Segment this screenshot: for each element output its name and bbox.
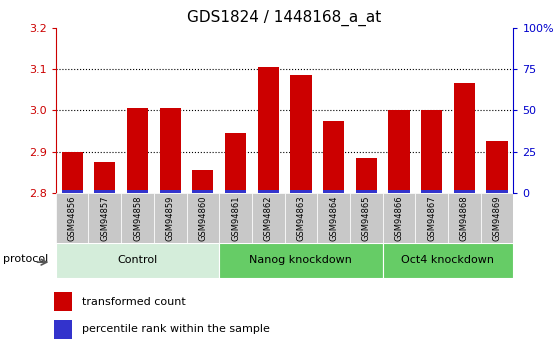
Bar (127, 108, 148, 190)
Bar (160, 190, 181, 193)
Text: GSM94863: GSM94863 (296, 196, 305, 241)
Bar (127, 190, 148, 193)
Bar (55, 320, 72, 339)
Bar (94, 162, 116, 190)
Bar (448, 193, 480, 243)
Text: GSM94856: GSM94856 (68, 196, 76, 241)
Text: protocol: protocol (3, 254, 48, 264)
Text: GSM94867: GSM94867 (427, 196, 436, 241)
Bar (383, 243, 513, 278)
Bar (487, 190, 508, 193)
Bar (480, 193, 513, 243)
Bar (350, 193, 383, 243)
Text: GSM94869: GSM94869 (493, 196, 502, 241)
Bar (383, 193, 415, 243)
Bar (219, 193, 252, 243)
Bar (487, 141, 508, 190)
Bar (421, 190, 442, 193)
Bar (225, 133, 246, 190)
Bar (258, 67, 279, 190)
Bar (290, 190, 311, 193)
Text: GSM94866: GSM94866 (395, 196, 403, 241)
Bar (355, 158, 377, 190)
Bar (388, 110, 410, 190)
Bar (252, 193, 285, 243)
Bar (225, 190, 246, 193)
Text: Control: Control (117, 256, 157, 265)
Bar (160, 108, 181, 190)
Bar (61, 190, 83, 193)
Bar (285, 193, 318, 243)
Bar (415, 193, 448, 243)
Text: GSM94862: GSM94862 (264, 196, 273, 241)
Bar (355, 190, 377, 193)
Text: GSM94859: GSM94859 (166, 196, 175, 241)
Text: GSM94861: GSM94861 (231, 196, 240, 241)
Bar (318, 193, 350, 243)
Text: Nanog knockdown: Nanog knockdown (249, 256, 352, 265)
Text: GSM94858: GSM94858 (133, 196, 142, 241)
Text: GSM94857: GSM94857 (100, 196, 109, 241)
Text: GSM94860: GSM94860 (199, 196, 208, 241)
Text: percentile rank within the sample: percentile rank within the sample (82, 325, 270, 334)
Bar (258, 190, 279, 193)
Bar (454, 83, 475, 190)
Bar (323, 190, 344, 193)
Text: GSM94864: GSM94864 (329, 196, 338, 241)
Bar (193, 190, 214, 193)
Bar (186, 193, 219, 243)
Bar (290, 75, 311, 190)
Bar (421, 110, 442, 190)
Text: transformed count: transformed count (82, 297, 186, 306)
Bar (219, 243, 383, 278)
Text: GSM94868: GSM94868 (460, 196, 469, 241)
Bar (323, 121, 344, 190)
Bar (154, 193, 186, 243)
Bar (193, 170, 214, 190)
Text: Oct4 knockdown: Oct4 knockdown (402, 256, 494, 265)
Bar (89, 193, 121, 243)
Bar (121, 193, 154, 243)
Bar (56, 243, 219, 278)
Text: GSM94865: GSM94865 (362, 196, 371, 241)
Bar (454, 190, 475, 193)
Bar (61, 152, 83, 190)
Bar (55, 292, 72, 311)
Bar (94, 190, 116, 193)
Bar (56, 193, 89, 243)
Title: GDS1824 / 1448168_a_at: GDS1824 / 1448168_a_at (187, 10, 382, 26)
Bar (388, 190, 410, 193)
